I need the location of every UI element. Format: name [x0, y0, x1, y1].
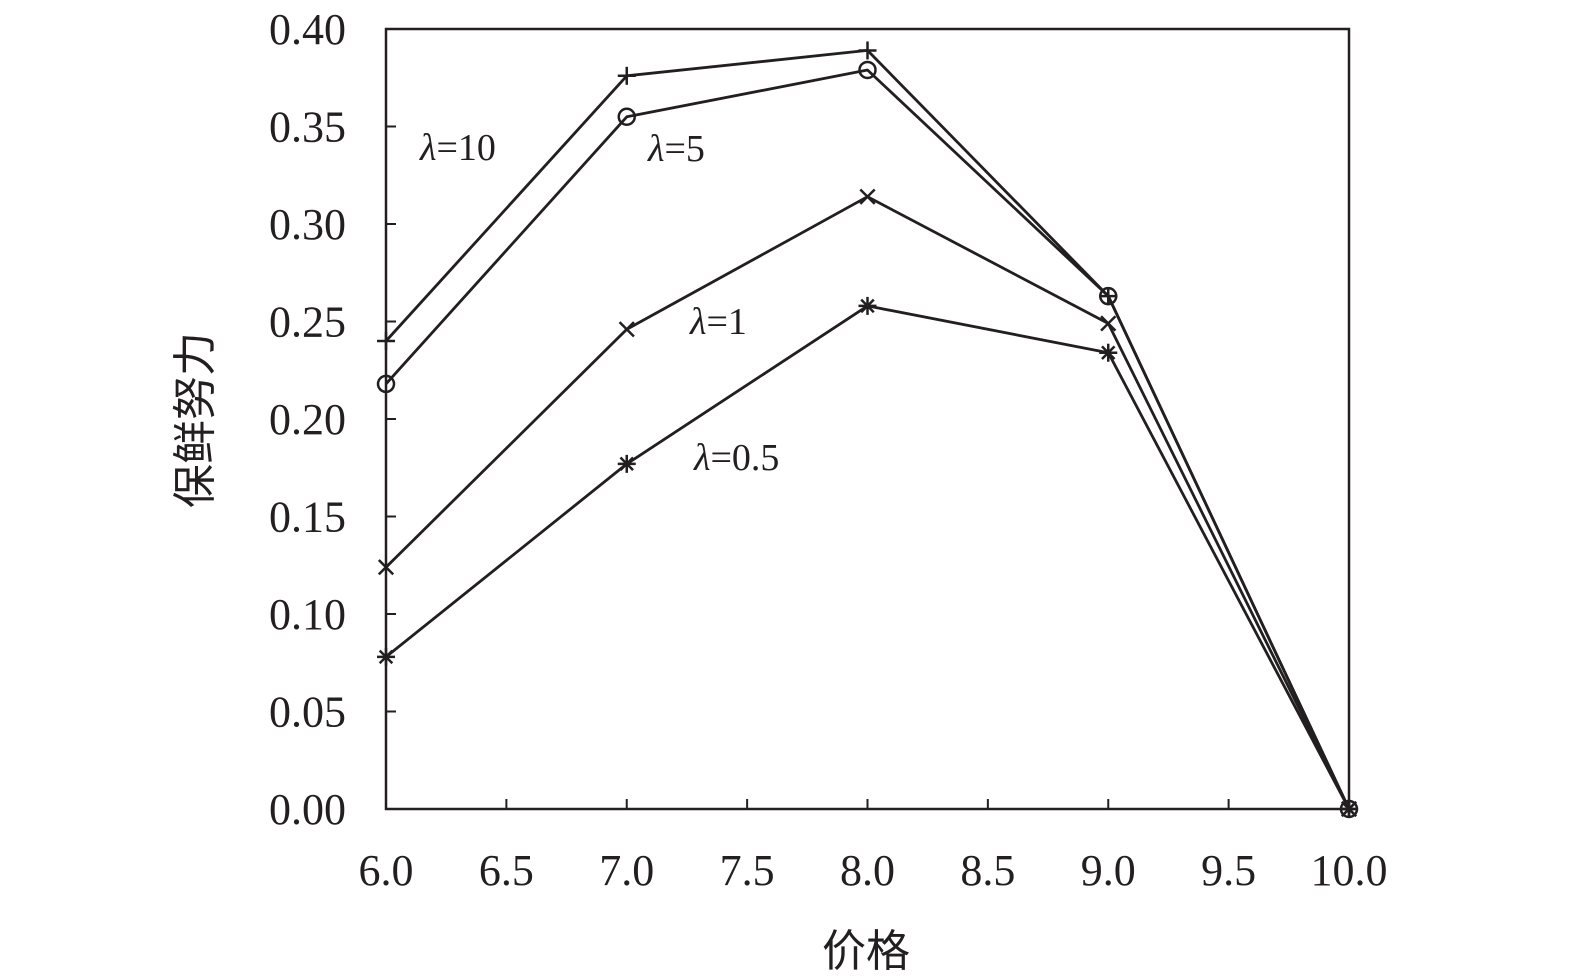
data-point	[1099, 286, 1118, 306]
series-asterisk	[377, 296, 1358, 818]
series-label-lambda: λ	[419, 127, 436, 169]
data-point	[376, 374, 396, 394]
marker-circle	[617, 107, 636, 126]
series-x	[377, 188, 1358, 818]
data-point	[1100, 315, 1117, 332]
y-tick-label: 0.35	[269, 103, 346, 152]
data-point	[377, 559, 395, 576]
series-label: λ=10	[419, 127, 496, 169]
series-label-lambda: λ	[689, 301, 706, 343]
marker-circle	[376, 374, 396, 394]
x-axis-title: 价格	[822, 926, 910, 977]
marker-circle	[858, 60, 877, 80]
x-tick-label: 9.0	[1081, 846, 1136, 895]
data-point	[377, 647, 395, 666]
x-axis: 6.0 6.5 7.0 7.5 8.0 8.5 9.0 9.5 10.0	[359, 799, 1388, 895]
series-label-lambda: λ	[647, 128, 664, 170]
series-label-value: =0.5	[710, 437, 779, 479]
marker-stroke	[377, 559, 395, 576]
y-axis-title: 保鲜努力	[170, 332, 221, 508]
x-tick-label: 7.0	[599, 846, 654, 895]
data-point	[377, 332, 395, 350]
x-tick-label: 6.0	[359, 846, 414, 895]
series-circle	[376, 60, 1359, 819]
marker-circle	[1099, 286, 1118, 306]
y-tick-label: 0.15	[269, 493, 346, 542]
marker-stroke	[1341, 801, 1357, 817]
plot-frame	[384, 27, 1351, 811]
data-point	[617, 107, 636, 126]
y-tick-label: 0.20	[269, 395, 346, 444]
series-line	[384, 49, 1351, 810]
x-tick-label: 8.0	[840, 846, 895, 895]
data-point	[858, 41, 877, 60]
y-axis: 0.00 0.05 0.10 0.15 0.20 0.25 0.30 0.35 0.40	[269, 5, 396, 834]
y-tick-label: 0.30	[269, 200, 346, 249]
series-label: λ=0.5	[693, 437, 779, 479]
y-tick-label: 0.40	[269, 5, 346, 54]
y-tick-label: 0.05	[269, 688, 346, 737]
series-label-value: =1	[706, 301, 746, 343]
data-point	[618, 321, 635, 338]
y-tick-label: 0.25	[269, 298, 346, 347]
data-point	[858, 296, 877, 315]
x-tick-label: 8.5	[960, 846, 1015, 895]
data-point	[858, 60, 877, 80]
series-line	[384, 68, 1351, 810]
y-tick-label: 0.00	[269, 785, 346, 834]
marker-stroke	[618, 321, 635, 338]
series-label-value: =5	[664, 128, 704, 170]
data-point	[1099, 343, 1118, 362]
x-tick-label: 10.0	[1311, 846, 1388, 895]
series-line	[385, 304, 1351, 810]
x-tick-label: 9.5	[1201, 846, 1256, 895]
marker-stroke	[859, 188, 876, 205]
x-tick-label: 7.5	[720, 846, 775, 895]
series-label: λ=1	[689, 301, 747, 343]
marker-stroke	[619, 456, 634, 472]
marker-stroke	[1100, 315, 1117, 332]
series-label-lambda: λ	[693, 437, 710, 479]
marker-stroke	[1101, 345, 1116, 360]
series-label-value: =10	[436, 127, 495, 169]
data-point	[859, 188, 876, 205]
data-point	[617, 66, 636, 85]
data-point	[1340, 800, 1358, 818]
data-point	[617, 454, 636, 473]
series-labels: λ=10 λ=5λ=1λ=0.5	[419, 127, 779, 479]
series-layer	[376, 41, 1359, 819]
x-tick-label: 6.5	[479, 846, 534, 895]
y-tick-label: 0.10	[269, 590, 346, 639]
marker-stroke	[378, 649, 394, 665]
series-label: λ=5	[647, 128, 705, 170]
marker-stroke	[860, 298, 875, 314]
